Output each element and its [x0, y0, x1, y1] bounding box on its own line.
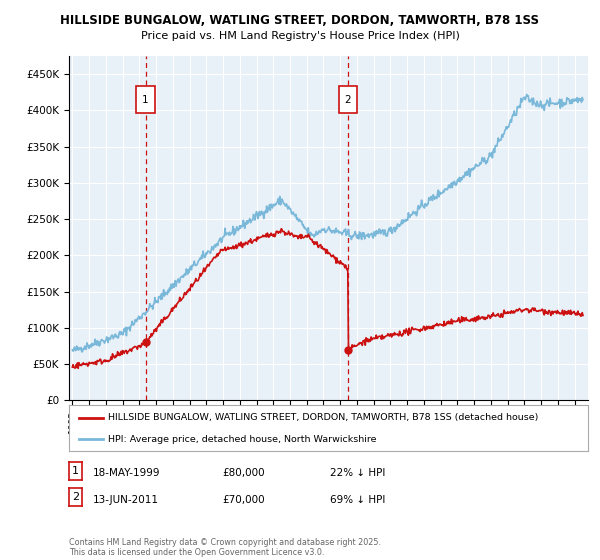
Text: HILLSIDE BUNGALOW, WATLING STREET, DORDON, TAMWORTH, B78 1SS (detached house): HILLSIDE BUNGALOW, WATLING STREET, DORDO…: [108, 413, 538, 422]
Text: £70,000: £70,000: [222, 494, 265, 505]
Text: HPI: Average price, detached house, North Warwickshire: HPI: Average price, detached house, Nort…: [108, 435, 376, 444]
Text: 2: 2: [344, 95, 351, 105]
Text: Price paid vs. HM Land Registry's House Price Index (HPI): Price paid vs. HM Land Registry's House …: [140, 31, 460, 41]
FancyBboxPatch shape: [136, 86, 155, 113]
Text: 13-JUN-2011: 13-JUN-2011: [93, 494, 159, 505]
Text: 1: 1: [142, 95, 149, 105]
Text: 18-MAY-1999: 18-MAY-1999: [93, 468, 161, 478]
Text: HILLSIDE BUNGALOW, WATLING STREET, DORDON, TAMWORTH, B78 1SS: HILLSIDE BUNGALOW, WATLING STREET, DORDO…: [61, 14, 539, 27]
Text: £80,000: £80,000: [222, 468, 265, 478]
Text: 69% ↓ HPI: 69% ↓ HPI: [330, 494, 385, 505]
Text: Contains HM Land Registry data © Crown copyright and database right 2025.
This d: Contains HM Land Registry data © Crown c…: [69, 538, 381, 557]
Text: 1: 1: [72, 466, 79, 476]
FancyBboxPatch shape: [338, 86, 357, 113]
Text: 2: 2: [72, 492, 79, 502]
Text: 22% ↓ HPI: 22% ↓ HPI: [330, 468, 385, 478]
